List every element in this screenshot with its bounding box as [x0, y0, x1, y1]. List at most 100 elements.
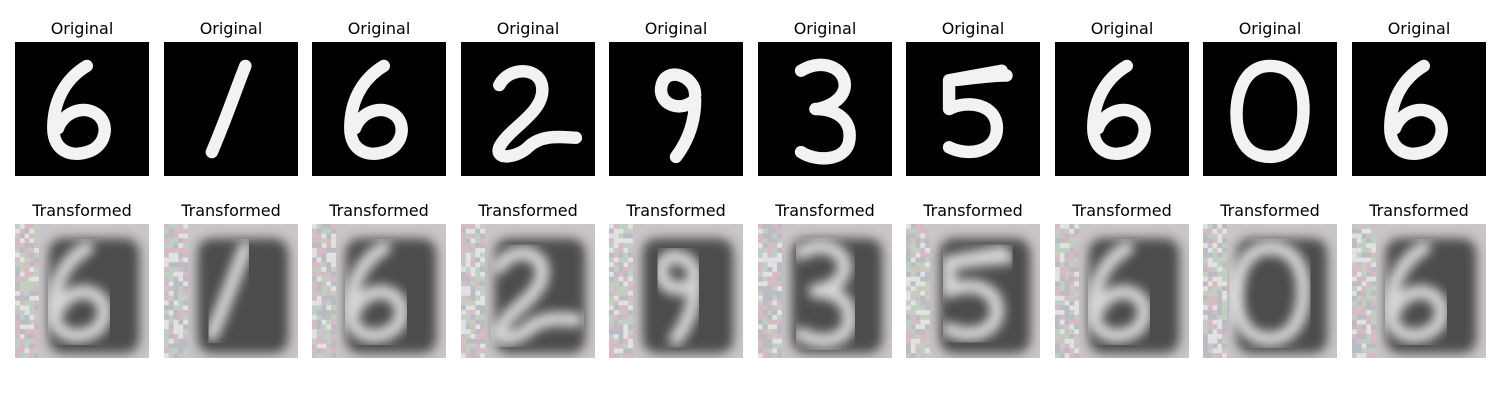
- noise-pixel: [465, 300, 471, 306]
- noise-pixel: [1222, 228, 1227, 234]
- noise-pixel: [29, 305, 35, 311]
- noise-pixel: [183, 257, 188, 263]
- noise-pixel: [1069, 224, 1075, 229]
- noise-pixel: [312, 224, 317, 229]
- noise-pixel: [1352, 334, 1357, 339]
- noise-pixel: [1203, 233, 1208, 239]
- noise-pixel: [1361, 348, 1367, 354]
- noise-pixel: [1352, 271, 1357, 277]
- noise-pixel: [168, 267, 174, 272]
- noise-pixel: [1366, 233, 1372, 239]
- noise-pixel: [1074, 338, 1079, 344]
- noise-pixel: [1059, 319, 1065, 325]
- noise-pixel: [316, 276, 322, 282]
- noise-pixel: [609, 243, 614, 248]
- noise-pixel: [1059, 286, 1065, 291]
- noise-pixel: [1352, 319, 1357, 325]
- noise-pixel: [1055, 338, 1060, 344]
- noise-pixel: [609, 252, 614, 258]
- noise-pixel: [1361, 267, 1367, 272]
- noise-pixel: [168, 295, 174, 301]
- noise-pixel: [19, 243, 25, 248]
- noise-pixel: [767, 329, 773, 335]
- noise-pixel: [24, 267, 30, 272]
- noise-pixel: [331, 343, 336, 349]
- noise-pixel: [1212, 233, 1218, 239]
- noise-pixel: [475, 310, 481, 315]
- noise-pixel: [925, 238, 930, 244]
- original-digit-image: [1055, 42, 1189, 176]
- noise-pixel: [1361, 271, 1367, 277]
- noise-pixel: [15, 343, 20, 349]
- transformed-panel: Transformed: [758, 0, 892, 400]
- noise-pixel: [480, 228, 485, 234]
- noise-pixel: [1059, 228, 1065, 234]
- noise-pixel: [24, 348, 30, 354]
- noise-pixel: [618, 286, 624, 291]
- noise-pixel: [1356, 252, 1362, 258]
- noise-pixel: [465, 295, 471, 301]
- noise-pixel: [1059, 262, 1065, 268]
- noise-pixel: [609, 353, 614, 358]
- noise-pixel: [1064, 243, 1070, 248]
- noise-pixel: [1074, 334, 1079, 339]
- noise-pixel: [312, 324, 317, 330]
- noise-pixel: [15, 252, 20, 258]
- noise-pixel: [1074, 281, 1079, 287]
- noise-pixel: [1352, 291, 1357, 296]
- noise-pixel: [1352, 314, 1357, 320]
- noise-pixel: [173, 348, 179, 354]
- noise-pixel: [1074, 310, 1079, 315]
- panel-title: Original: [50, 19, 114, 38]
- noise-pixel: [618, 305, 624, 311]
- noise-pixel: [331, 252, 336, 258]
- noise-pixel: [1222, 247, 1227, 253]
- noise-pixel: [1352, 305, 1357, 311]
- noise-pixel: [29, 353, 35, 358]
- noise-pixel: [312, 257, 317, 263]
- noise-pixel: [1207, 343, 1213, 349]
- noise-pixel: [331, 305, 336, 311]
- noise-pixel: [164, 247, 169, 253]
- noise-pixel: [609, 267, 614, 272]
- noise-pixel: [772, 224, 778, 229]
- noise-pixel: [758, 224, 763, 229]
- noise-pixel: [920, 262, 926, 268]
- noise-pixel: [178, 291, 184, 296]
- noise-pixel: [316, 271, 322, 277]
- noise-pixel: [623, 295, 629, 301]
- noise-pixel: [19, 252, 25, 258]
- noise-pixel: [34, 305, 39, 311]
- noise-pixel: [772, 243, 778, 248]
- noise-pixel: [628, 295, 633, 301]
- noise-pixel: [1055, 286, 1060, 291]
- noise-pixel: [613, 300, 619, 306]
- noise-pixel: [906, 281, 911, 287]
- noise-pixel: [164, 353, 169, 358]
- noise-pixel: [910, 343, 916, 349]
- panel-title: Transformed: [478, 201, 578, 220]
- noise-pixel: [316, 247, 322, 253]
- noise-pixel: [906, 257, 911, 263]
- digit-stroke: [1087, 59, 1151, 160]
- noise-pixel: [29, 348, 35, 354]
- noise-pixel: [1361, 224, 1367, 229]
- noise-pixel: [1207, 319, 1213, 325]
- noise-pixel: [470, 314, 476, 320]
- noise-pixel: [321, 314, 327, 320]
- noise-pixel: [1371, 338, 1376, 344]
- noise-pixel: [15, 310, 20, 315]
- noise-pixel: [1371, 305, 1376, 311]
- noise-pixel: [29, 247, 35, 253]
- noise-pixel: [34, 228, 39, 234]
- noise-pixel: [925, 252, 930, 258]
- noise-pixel: [1055, 319, 1060, 325]
- noise-pixel: [331, 247, 336, 253]
- noise-pixel: [1064, 262, 1070, 268]
- noise-pixel: [920, 228, 926, 234]
- noise-pixel: [618, 314, 624, 320]
- noise-pixel: [461, 281, 466, 287]
- noise-pixel: [1361, 257, 1367, 263]
- noise-pixel: [1064, 324, 1070, 330]
- noise-pixel: [772, 334, 778, 339]
